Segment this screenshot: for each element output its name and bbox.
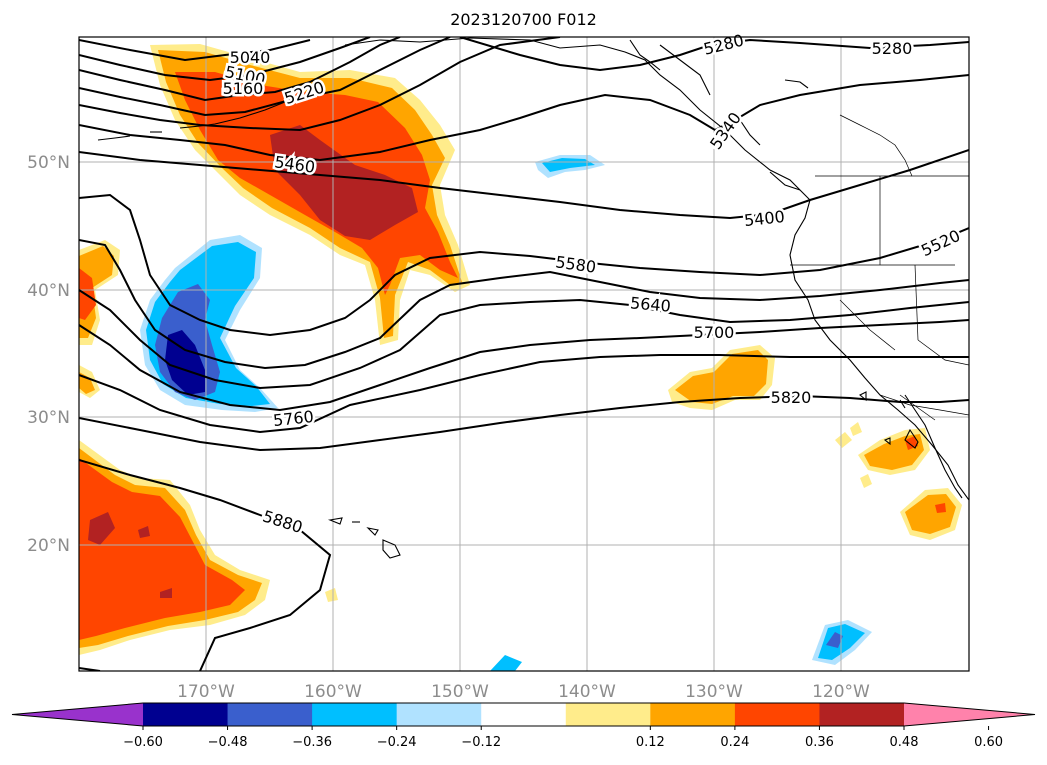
contour-label: 5820 <box>771 388 812 407</box>
colorbar-tick-label: −0.24 <box>377 735 417 750</box>
latitude-labels: 50°N 40°N 30°N 20°N <box>27 153 70 556</box>
grid-lines <box>79 37 969 671</box>
contour-label: 5040 <box>230 48 271 67</box>
contour-label: 5160 <box>223 79 264 98</box>
colorbar-segment <box>481 703 567 726</box>
colorbar-tick-label: −0.48 <box>208 735 248 750</box>
colorbar-segment <box>396 703 482 726</box>
lon-label: 140°W <box>558 682 616 702</box>
colorbar-tick-label: 0.12 <box>636 735 665 750</box>
positive-anomaly-southwest <box>79 440 270 655</box>
height-contours <box>79 37 969 671</box>
colorbar-extend-low <box>12 703 143 726</box>
colorbar-segment <box>734 703 820 726</box>
lon-label: 160°W <box>304 682 362 702</box>
lat-label: 50°N <box>27 153 70 173</box>
lon-label: 150°W <box>431 682 489 702</box>
lon-label: 120°W <box>812 682 870 702</box>
colorbar-segment <box>227 703 313 726</box>
longitude-labels: 170°W 160°W 150°W 140°W 130°W 120°W <box>177 682 870 702</box>
lat-label: 40°N <box>27 281 70 301</box>
colorbar-segment <box>819 703 905 726</box>
colorbar-tick-label: 0.24 <box>720 735 749 750</box>
lon-label: 170°W <box>177 682 235 702</box>
colorbar-segment <box>143 703 229 726</box>
contour-label: 5280 <box>872 39 913 58</box>
colorbar-segment <box>312 703 398 726</box>
positive-anomaly-west <box>79 240 120 398</box>
map-title: 2023120700 F012 <box>450 10 597 29</box>
positive-anomaly-east <box>325 345 962 602</box>
contour-label: 5700 <box>694 323 735 342</box>
colorbar-tick-label: 0.36 <box>805 735 834 750</box>
lat-label: 30°N <box>27 408 70 428</box>
contour-label: 5640 <box>629 293 671 315</box>
lat-label: 20°N <box>27 536 70 556</box>
colorbar: −0.60 −0.48 −0.36 −0.24 −0.12 0.12 0.24 0.36 0.4… <box>11 702 1036 750</box>
colorbar-tick-label: −0.60 <box>123 735 163 750</box>
colorbar-tick-label: −0.12 <box>461 735 501 750</box>
colorbar-tick-label: 0.48 <box>890 735 919 750</box>
coastlines <box>97 37 969 559</box>
colorbar-segment <box>650 703 736 726</box>
lon-label: 130°W <box>685 682 743 702</box>
colorbar-extend-high <box>904 703 1035 726</box>
colorbar-tick-label: −0.36 <box>292 735 332 750</box>
colorbar-tick-label: 0.60 <box>974 735 1003 750</box>
map-border <box>78 36 970 672</box>
colorbar-segment <box>565 703 651 726</box>
